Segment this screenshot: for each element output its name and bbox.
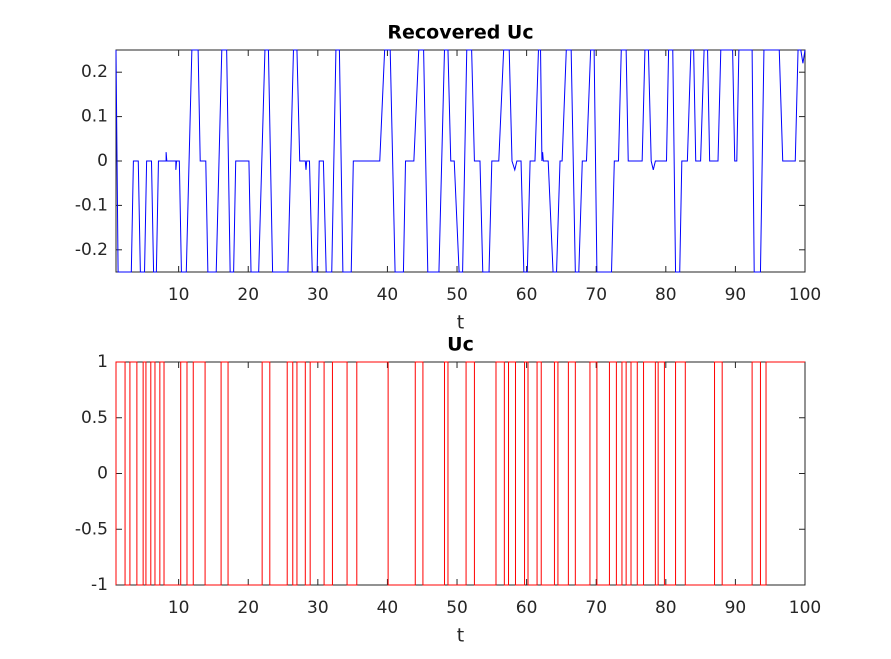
x-tick-label: 40 <box>377 598 399 618</box>
y-tick-label: 0 <box>97 151 108 171</box>
x-tick-label: 70 <box>585 285 607 305</box>
x-tick-label: 10 <box>168 598 190 618</box>
x-tick-label: 90 <box>725 598 747 618</box>
y-tick-label: -0.5 <box>75 519 108 539</box>
y-tick-label: 0.2 <box>81 62 108 82</box>
x-tick-label: 30 <box>307 598 329 618</box>
x-axis-label: t <box>457 625 464 647</box>
x-tick-label: 100 <box>789 285 821 305</box>
y-tick-label: 1 <box>97 352 108 372</box>
x-tick-label: 80 <box>655 598 677 618</box>
x-axis-label: t <box>457 312 464 334</box>
x-tick-label: 60 <box>516 285 538 305</box>
axes-background <box>116 362 805 585</box>
x-tick-label: 50 <box>446 598 468 618</box>
chart-title: Uc <box>447 334 474 356</box>
y-tick-label: 0.5 <box>81 408 108 428</box>
x-tick-label: 60 <box>516 598 538 618</box>
y-tick-label: -0.1 <box>75 195 108 215</box>
x-tick-label: 20 <box>237 285 259 305</box>
data-line <box>115 49 806 273</box>
y-tick-label: 0 <box>97 464 108 484</box>
x-tick-label: 30 <box>307 285 329 305</box>
data-line <box>115 361 805 586</box>
x-tick-label: 40 <box>377 285 399 305</box>
x-tick-label: 70 <box>585 598 607 618</box>
x-tick-label: 10 <box>168 285 190 305</box>
y-tick-label: -0.2 <box>75 240 108 260</box>
x-tick-label: 20 <box>237 598 259 618</box>
y-tick-label: 0.1 <box>81 107 108 127</box>
x-tick-label: 100 <box>789 598 821 618</box>
x-tick-label: 80 <box>655 285 677 305</box>
chart-title: Recovered Uc <box>387 22 533 44</box>
x-tick-label: 50 <box>446 285 468 305</box>
x-tick-label: 90 <box>725 285 747 305</box>
y-tick-label: -1 <box>91 575 108 595</box>
